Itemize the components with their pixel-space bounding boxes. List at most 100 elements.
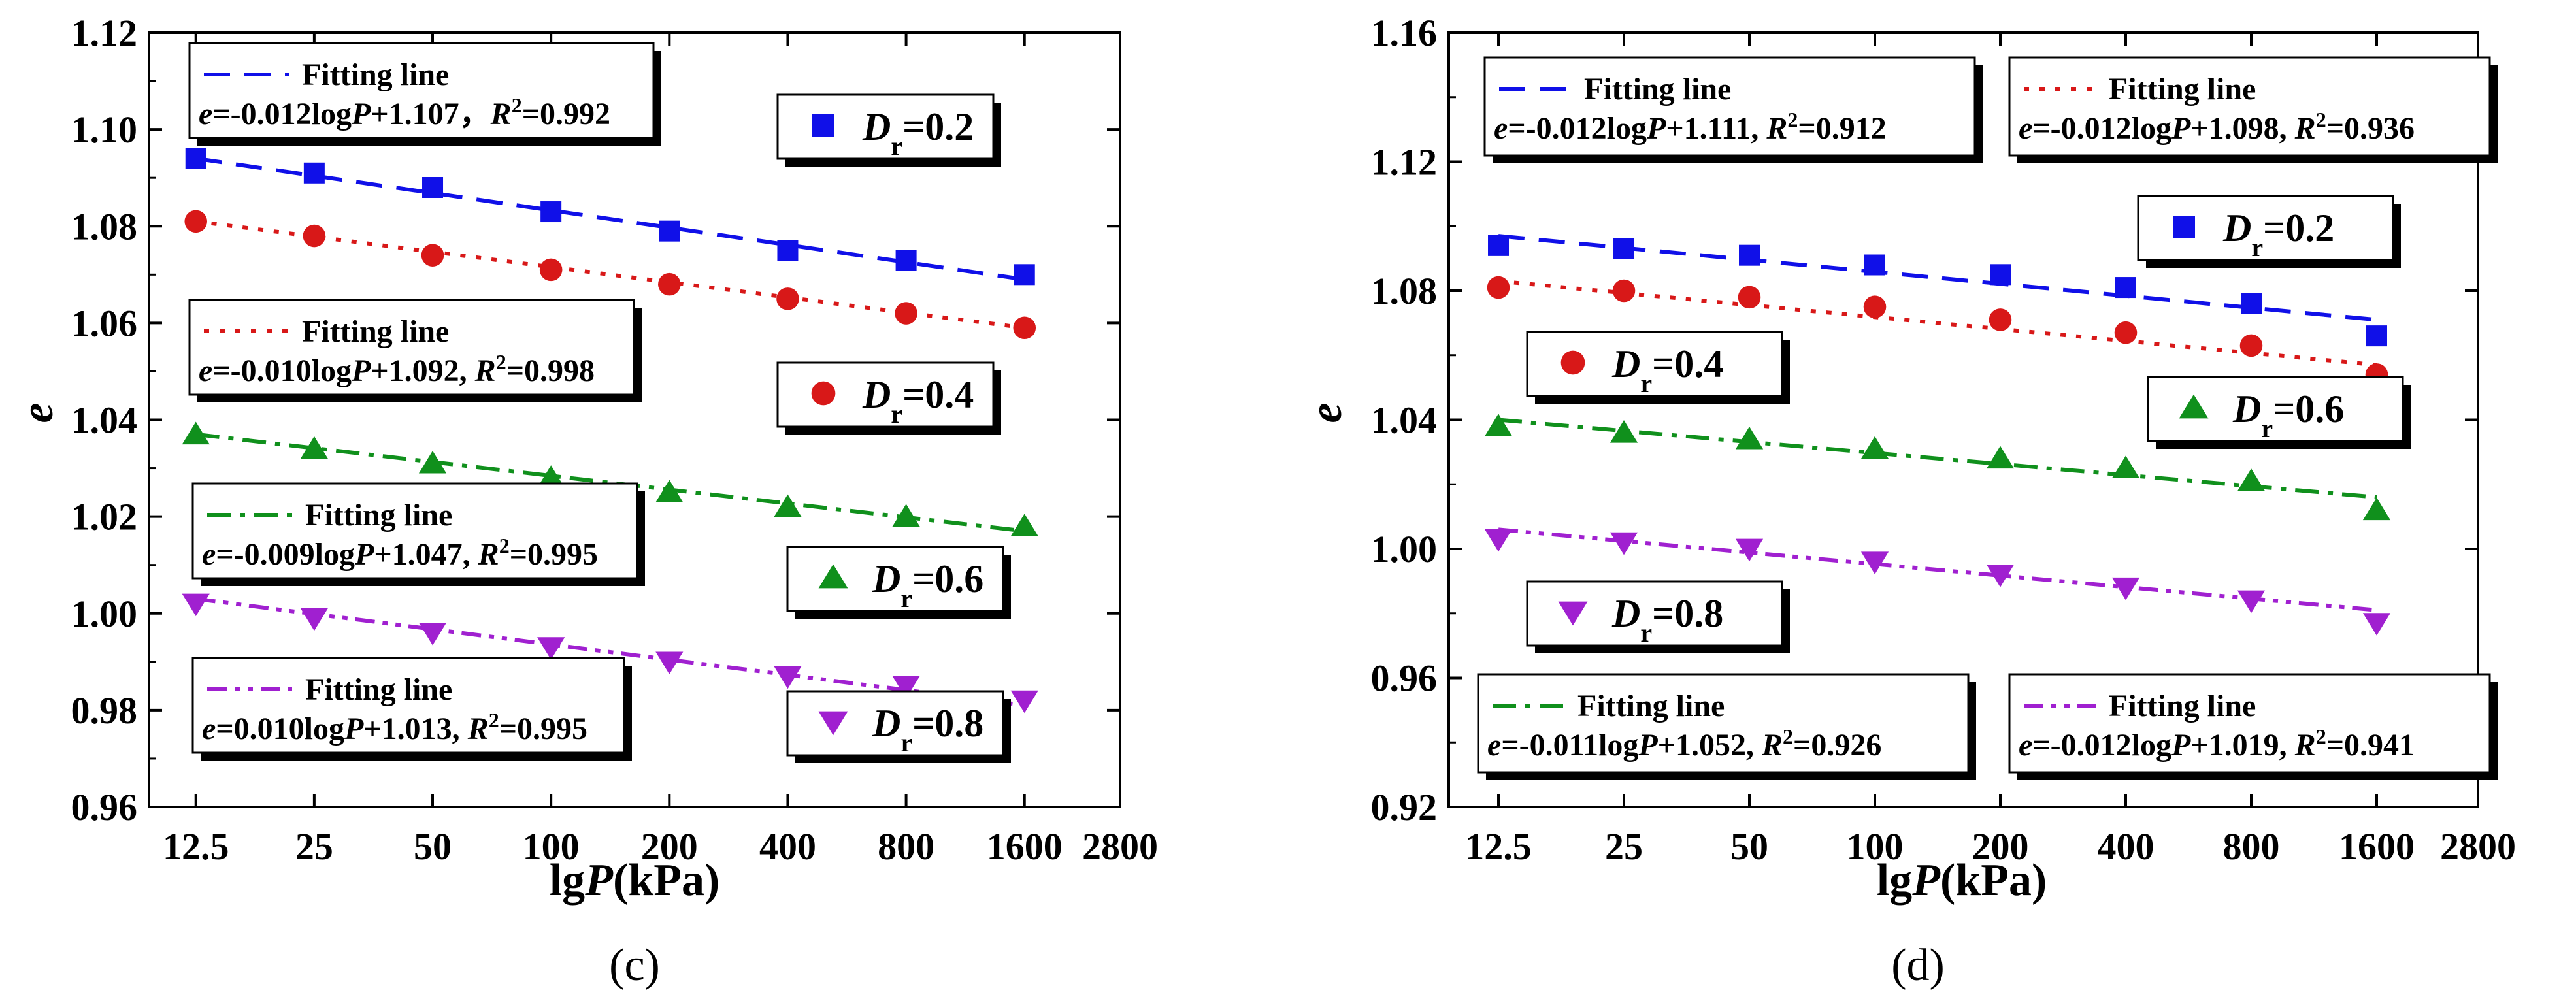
eq-r2-value: =0.926 bbox=[1793, 728, 1881, 763]
x-tick-label: 12.5 bbox=[163, 825, 229, 868]
data-point bbox=[1738, 286, 1761, 309]
fit-line bbox=[1498, 418, 2377, 499]
eq-var-e: e bbox=[199, 353, 212, 388]
x-axis-label-unit: (kPa) bbox=[613, 855, 719, 906]
eq-r-exp: 2 bbox=[1787, 108, 1798, 131]
data-point bbox=[776, 287, 799, 310]
x-tick-label: 2800 bbox=[1082, 825, 1158, 868]
data-point bbox=[2362, 613, 2391, 636]
x-tick-label: 1600 bbox=[987, 825, 1063, 868]
data-point bbox=[421, 244, 444, 267]
data-point bbox=[2240, 293, 2262, 314]
data-point bbox=[539, 258, 563, 282]
dr-legend-label: Dr=0.4 bbox=[862, 373, 974, 429]
panel-label: (d) bbox=[1891, 940, 1945, 991]
data-point bbox=[1010, 514, 1038, 536]
data-point bbox=[1013, 316, 1036, 340]
fit-legend-equation: e=-0.012logP+1.098, R2=0.936 bbox=[2019, 108, 2415, 146]
eq-coef: =0.010log bbox=[216, 712, 344, 746]
eq-r: R bbox=[1761, 728, 1783, 763]
data-point bbox=[777, 240, 799, 261]
dr-legend-marker bbox=[2179, 394, 2209, 419]
x-tick-label: 25 bbox=[1605, 825, 1643, 868]
data-point bbox=[537, 637, 565, 660]
dr-legend-4: Dr=0.8 bbox=[1526, 580, 1790, 653]
eq-r-exp: 2 bbox=[499, 534, 510, 557]
eq-var-p: P bbox=[2171, 111, 2191, 146]
eq-var-p: P bbox=[344, 712, 364, 746]
dr-legend-3: Dr=0.6 bbox=[786, 546, 1011, 619]
dr-subscript: r bbox=[1640, 618, 1652, 648]
fit-legend-equation: e=0.010logP+1.013, R2=0.995 bbox=[202, 708, 587, 746]
data-point bbox=[182, 593, 210, 617]
x-tick-label: 100 bbox=[523, 825, 580, 868]
data-point bbox=[659, 220, 680, 242]
data-point bbox=[892, 676, 920, 699]
eq-r2-value: =0.998 bbox=[506, 353, 595, 388]
dr-legend-label: Dr=0.6 bbox=[872, 557, 983, 613]
fit-line bbox=[1498, 234, 2377, 322]
eq-coef: =-0.012log bbox=[2032, 728, 2171, 763]
dr-legend-marker bbox=[1558, 601, 1588, 626]
eq-r2-value: =0.995 bbox=[510, 537, 598, 572]
dr-legend-2: Dr=0.4 bbox=[776, 361, 1001, 435]
x-tick-label: 200 bbox=[641, 825, 698, 868]
dr-legend-marker bbox=[2173, 216, 2195, 238]
data-point bbox=[303, 162, 325, 184]
data-point bbox=[1863, 295, 1887, 318]
eq-intercept: +1.047, bbox=[374, 537, 478, 572]
x-tick-label: 100 bbox=[1847, 825, 1904, 868]
y-tick-label: 0.92 bbox=[1371, 786, 1438, 829]
data-point bbox=[418, 450, 447, 474]
eq-r2-value: =0.936 bbox=[2326, 111, 2415, 146]
eq-r: R bbox=[467, 712, 489, 746]
fit-legend-equation: e=-0.011logP+1.052, R2=0.926 bbox=[1487, 725, 1881, 763]
x-tick-label: 12.5 bbox=[1465, 825, 1532, 868]
data-point bbox=[892, 504, 920, 527]
fit-line bbox=[1498, 279, 2377, 367]
data-point bbox=[2366, 325, 2387, 347]
data-point bbox=[422, 177, 444, 198]
x-axis-label-prefix: lg bbox=[550, 855, 585, 906]
eq-var-p: P bbox=[351, 97, 371, 131]
fit-legend-title: Fitting line bbox=[305, 672, 452, 707]
fit-line bbox=[195, 597, 1025, 708]
eq-r-exp: 2 bbox=[2316, 108, 2326, 131]
eq-r2-value: =0.995 bbox=[499, 712, 587, 746]
dr-legend-1: Dr=0.2 bbox=[2137, 195, 2401, 268]
data-point bbox=[2114, 321, 2138, 344]
eq-coef: =-0.012log bbox=[212, 97, 352, 131]
dr-legend-marker bbox=[818, 711, 848, 736]
data-point bbox=[2111, 577, 2140, 600]
dr-legend-marker bbox=[811, 381, 836, 406]
y-tick-label: 1.08 bbox=[71, 205, 138, 248]
dr-symbol: D bbox=[872, 557, 900, 600]
data-point bbox=[537, 465, 565, 488]
fit-legend-title: Fitting line bbox=[2109, 689, 2256, 723]
data-point bbox=[418, 623, 447, 646]
eq-r: R bbox=[2294, 111, 2316, 146]
data-point bbox=[2237, 468, 2266, 491]
eq-coef: =-0.009log bbox=[216, 537, 355, 572]
x-axis-label: lgP(kPa) bbox=[1877, 855, 2047, 906]
data-point bbox=[182, 421, 210, 445]
fit-legend-title: Fitting line bbox=[1584, 72, 1731, 107]
eq-var-p: P bbox=[354, 537, 374, 572]
y-axis-label: e bbox=[12, 402, 63, 423]
data-point bbox=[895, 302, 917, 325]
data-point bbox=[300, 436, 328, 459]
eq-coef: =-0.010log bbox=[212, 353, 352, 388]
series-Dr-06 bbox=[1484, 414, 2391, 521]
data-point bbox=[1990, 264, 2011, 286]
dr-legend-label: Dr=0.2 bbox=[2222, 206, 2334, 262]
eq-r-exp: 2 bbox=[512, 93, 522, 117]
fit-legend-equation: e=-0.012logP+1.111, R2=0.912 bbox=[1494, 108, 1887, 146]
fit-legend-box bbox=[1477, 673, 1970, 774]
series-Dr-04 bbox=[1487, 276, 2388, 386]
data-point bbox=[1864, 254, 1886, 276]
